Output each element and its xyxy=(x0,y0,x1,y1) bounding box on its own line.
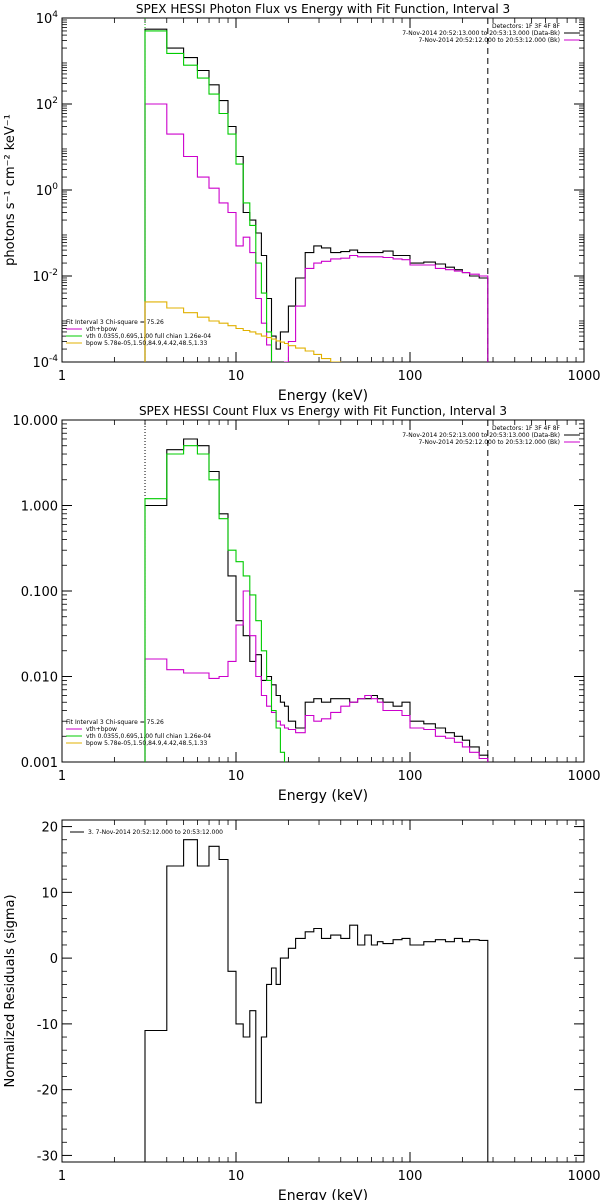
count-plot-frame xyxy=(61,419,585,763)
count-legend-top-entry: 7-Nov-2014 20:52:12.000 to 20:53:12.000 … xyxy=(418,439,560,446)
y-tick-base: 10 xyxy=(36,184,53,199)
count-x-tick-label: 1 xyxy=(58,769,66,784)
y-tick-base: 10 xyxy=(36,98,53,113)
photon-y-tick-label: 100 xyxy=(36,182,59,199)
count-legend-bottom-entry: bpow 5.78e-05,1.50,84.9,4.42,48.5,1.33 xyxy=(86,740,207,747)
residuals-x-tick-label: 1 xyxy=(58,1169,66,1184)
photon-series-2-step-line xyxy=(144,30,273,362)
residuals-series-0-step-line xyxy=(144,839,489,1162)
count-y-tick-label: 0.100 xyxy=(21,585,58,600)
photon-legend-bottom-entry: Fit Interval 3 Chi-square = 75.26 xyxy=(66,319,164,326)
count-x-axis-label: Energy (keV) xyxy=(278,788,368,804)
photon-y-tick-label: 104 xyxy=(36,10,59,27)
count-y-tick-label: 10.000 xyxy=(13,414,59,429)
count-y-tick-label: 0.001 xyxy=(21,756,58,771)
residuals-y-tick-label: -30 xyxy=(37,1149,58,1164)
photon-y-tick-label: 10-4 xyxy=(32,354,58,371)
y-tick-base: 10 xyxy=(36,12,53,27)
count-legend-bottom-entry: vth 0.0355,0.695,1.00 full chian 1.26e-0… xyxy=(86,733,211,740)
photon-x-tick-label: 100 xyxy=(398,369,423,384)
residuals-y-tick-label: 20 xyxy=(41,821,58,836)
photon-x-tick-label: 1 xyxy=(58,369,66,384)
count-legend-top-entry: 7-Nov-2014 20:52:13.000 to 20:53:13.000 … xyxy=(402,432,560,439)
residuals-x-axis-label: Energy (keV) xyxy=(278,1188,368,1200)
y-tick-exponent: 4 xyxy=(52,10,58,20)
photon-legend-bottom-entry: vth+bpow xyxy=(86,326,117,333)
residuals-x-tick-label: 10 xyxy=(228,1169,245,1184)
photon-series-0-step-line xyxy=(144,28,489,362)
photon-y-axis-label: photons s⁻¹ cm⁻² keV⁻¹ xyxy=(3,114,18,266)
count-x-tick-label: 1000 xyxy=(567,769,600,784)
count-legend-bottom-entry: vth+bpow xyxy=(86,726,117,733)
count-x-tick-label: 10 xyxy=(228,769,245,784)
residuals-legend-inline-entry: 3. 7-Nov-2014 20:52:12.000 to 20:53:12.0… xyxy=(88,829,223,836)
count-legend-top-entry: Detectors: 1F 3F 4F 8F xyxy=(492,425,561,432)
photon-legend-bottom-entry: bpow 5.78e-05,1.50,84.9,4.42,48.5,1.33 xyxy=(86,340,207,347)
residuals-y-tick-label: 0 xyxy=(50,952,58,967)
residuals-y-axis-label: Normalized Residuals (sigma) xyxy=(3,894,18,1087)
count-x-tick-label: 100 xyxy=(398,769,423,784)
photon-legend-top-entry: 7-Nov-2014 20:52:13.000 to 20:53:13.000 … xyxy=(402,30,560,37)
residuals-x-tick-label: 100 xyxy=(398,1169,423,1184)
count-y-tick-label: 1.000 xyxy=(21,500,58,515)
photon-legend-top-entry: 7-Nov-2014 20:52:12.000 to 20:53:12.000 … xyxy=(418,37,560,44)
photon-plot-frame xyxy=(61,17,585,363)
y-tick-base: 10 xyxy=(32,270,49,285)
photon-legend-top-entry: Detectors: 1F 3F 4F 8F xyxy=(492,23,561,30)
photon-chart-title: SPEX HESSI Photon Flux vs Energy with Fi… xyxy=(136,2,510,16)
photon-series-3-step-line xyxy=(144,301,342,362)
photon-y-tick-label: 102 xyxy=(36,96,58,113)
residuals-y-tick-label: -10 xyxy=(37,1018,58,1033)
photon-x-tick-label: 10 xyxy=(228,369,245,384)
residuals-plot-frame xyxy=(61,819,585,1163)
y-tick-exponent: 0 xyxy=(52,182,58,192)
count-series-1-step-line xyxy=(144,590,489,762)
y-tick-exponent: -2 xyxy=(49,268,58,278)
count-legend-bottom-entry: Fit Interval 3 Chi-square = 75.26 xyxy=(66,719,164,726)
y-tick-exponent: -4 xyxy=(49,354,58,364)
y-tick-exponent: 2 xyxy=(52,96,58,106)
residuals-x-tick-label: 1000 xyxy=(567,1169,600,1184)
photon-x-tick-label: 1000 xyxy=(567,369,600,384)
count-series-2-step-line xyxy=(144,445,286,762)
photon-legend-bottom-entry: vth 0.0355,0.695,1.00 full chian 1.26e-0… xyxy=(86,333,211,340)
y-tick-base: 10 xyxy=(32,356,49,371)
count-chart-title: SPEX HESSI Count Flux vs Energy with Fit… xyxy=(139,404,507,418)
photon-series-1-step-line xyxy=(144,103,489,362)
residuals-y-tick-label: 10 xyxy=(41,886,58,901)
residuals-y-tick-label: -20 xyxy=(37,1084,58,1099)
photon-y-tick-label: 10-2 xyxy=(32,268,58,285)
count-y-tick-label: 0.010 xyxy=(21,671,58,686)
photon-x-axis-label: Energy (keV) xyxy=(278,388,368,404)
count-series-0-step-line xyxy=(144,438,489,762)
